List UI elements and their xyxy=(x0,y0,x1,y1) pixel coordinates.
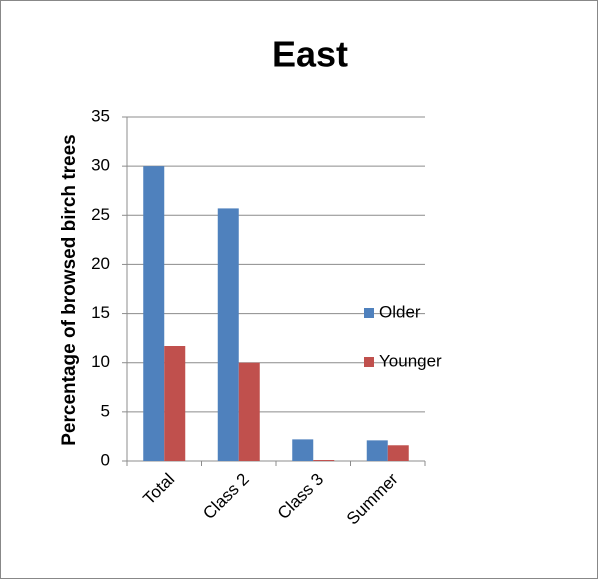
bar xyxy=(292,439,314,461)
y-tick-label: 5 xyxy=(101,401,110,420)
y-tick-label: 0 xyxy=(101,450,110,469)
y-tick-label: 35 xyxy=(91,106,110,125)
legend-swatch xyxy=(364,357,374,367)
y-tick-label: 20 xyxy=(91,254,110,273)
bar xyxy=(143,166,165,461)
bar xyxy=(366,440,388,461)
chart-title: East xyxy=(272,34,348,75)
y-axis-label: Percentage of browsed birch trees xyxy=(59,134,80,446)
bar xyxy=(387,445,409,461)
bar xyxy=(313,460,335,461)
legend-label: Younger xyxy=(379,351,442,370)
y-tick-label: 15 xyxy=(91,303,110,322)
legend-swatch xyxy=(364,308,374,318)
y-tick-label: 30 xyxy=(91,156,110,175)
y-tick-label: 25 xyxy=(91,205,110,224)
y-tick-label: 10 xyxy=(91,352,110,371)
legend-label: Older xyxy=(379,302,421,321)
bar xyxy=(217,208,239,461)
bar xyxy=(238,362,260,461)
bar xyxy=(164,346,186,461)
